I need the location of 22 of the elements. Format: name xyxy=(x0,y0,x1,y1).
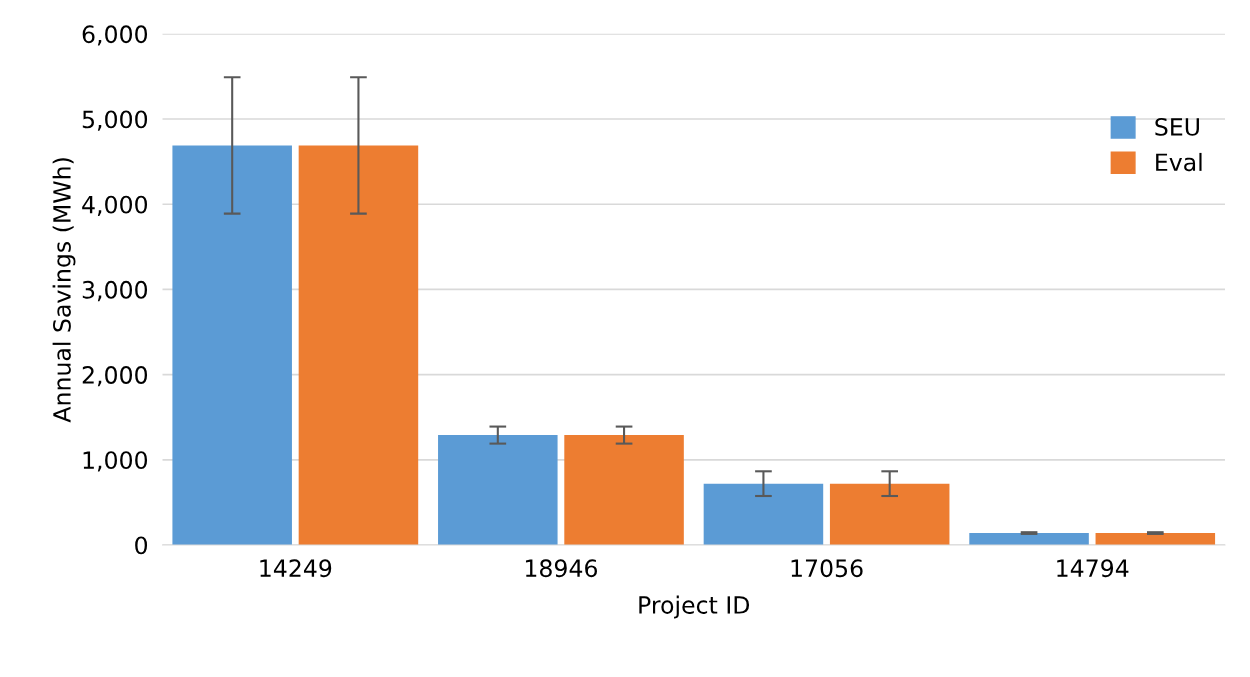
bar xyxy=(438,435,558,545)
bar xyxy=(703,483,824,545)
legend-label: Eval xyxy=(1156,152,1202,172)
y-tick-label: 2,000 xyxy=(82,366,148,387)
x-tick-label: 14794 xyxy=(1057,559,1129,578)
bar xyxy=(829,483,950,545)
y-tick-label: 0 xyxy=(135,536,148,555)
x-tick-label: 18946 xyxy=(525,559,598,578)
bar xyxy=(172,145,292,545)
x-tick-label: 14249 xyxy=(260,559,332,578)
x-axis-title: Project ID xyxy=(639,595,750,619)
legend-label: SEU xyxy=(1155,117,1199,136)
y-tick-label: 5,000 xyxy=(82,110,148,131)
bar xyxy=(969,533,1089,545)
y-axis-title: Annual Savings (MWh) xyxy=(52,158,76,423)
bar xyxy=(564,435,684,545)
y-tick-label: 1,000 xyxy=(83,451,148,472)
x-tick-label: 17056 xyxy=(791,559,863,578)
y-tick-label: 3,000 xyxy=(82,280,148,302)
y-tick-label: 6,000 xyxy=(82,25,148,46)
y-tick-label: 4,000 xyxy=(82,195,148,216)
bar xyxy=(298,145,419,545)
